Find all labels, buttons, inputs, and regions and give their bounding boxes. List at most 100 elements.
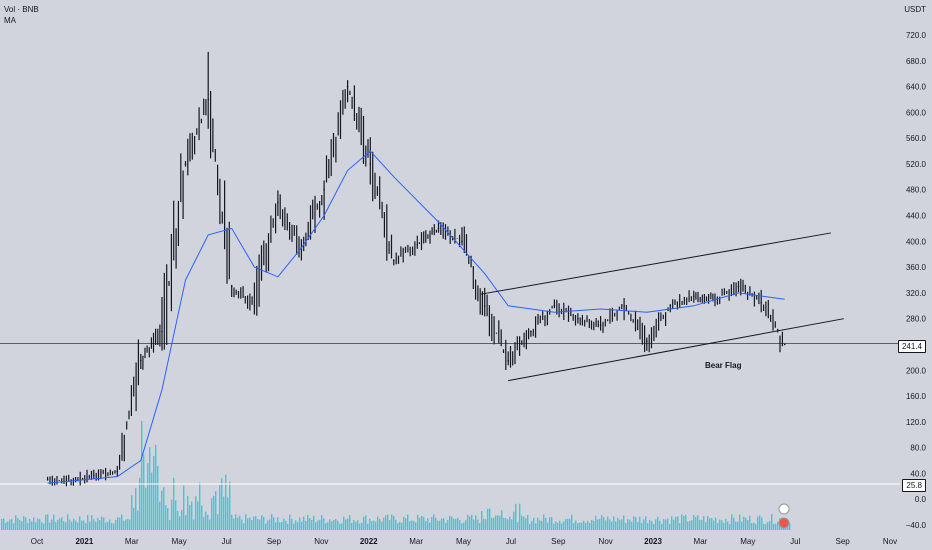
volume-bar (355, 521, 357, 530)
volume-bar (243, 523, 245, 530)
volume-bar (293, 523, 295, 530)
volume-bar (577, 523, 579, 530)
price-point (553, 304, 556, 307)
volume-bar (563, 521, 565, 530)
volume-bar (167, 508, 169, 530)
volume-bar (79, 516, 81, 530)
volume-bar (265, 523, 267, 530)
x-tick-label: Nov (314, 537, 328, 546)
volume-bar (421, 516, 423, 530)
volume-bar (361, 522, 363, 530)
volume-bar (125, 519, 127, 530)
y-tick-label: 520.0 (906, 160, 927, 169)
volume-bar (549, 517, 551, 530)
volume-bar (403, 516, 405, 530)
volume-bar (363, 516, 365, 530)
volume-bar (497, 515, 499, 530)
volume-bar (475, 515, 477, 530)
volume-bar (427, 518, 429, 530)
volume-bar (143, 454, 145, 530)
volume-bar (675, 516, 677, 530)
volume-bar (659, 520, 661, 530)
volume-bar (703, 516, 705, 530)
volume-bar (117, 517, 119, 530)
volume-bar (259, 519, 261, 530)
volume-bar (725, 518, 727, 530)
volume-bar (239, 515, 241, 530)
price-point (530, 330, 532, 333)
y-tick-label: 720.0 (906, 31, 927, 40)
volume-bar (419, 517, 421, 530)
volume-bar (637, 521, 639, 530)
volume-bar (413, 520, 415, 530)
volume-bar (677, 516, 679, 530)
x-tick-label: May (172, 537, 187, 546)
volume-bar (19, 519, 21, 530)
price-point (507, 359, 509, 362)
volume-bar (257, 518, 259, 530)
volume-bar (53, 514, 55, 530)
volume-bar (395, 519, 397, 530)
volume-bar (433, 514, 435, 530)
y-tick-label: 160.0 (906, 392, 927, 401)
volume-bar (313, 515, 315, 530)
volume-bar (525, 518, 527, 530)
price-point (483, 304, 486, 307)
volume-bar (253, 516, 255, 530)
volume-bar (95, 521, 97, 530)
volume-bar (629, 519, 631, 530)
volume-bar (13, 523, 15, 530)
volume-bar (325, 523, 327, 530)
volume-bar (425, 521, 427, 530)
volume-bar (709, 518, 711, 530)
volume-bar (331, 521, 333, 530)
legend-volume-label: Vol · BNB (4, 5, 39, 14)
volume-bar (77, 522, 79, 530)
volume-bar (591, 519, 593, 530)
x-tick-label: Mar (409, 537, 423, 546)
volume-bar (115, 519, 117, 530)
volume-bar (429, 522, 431, 530)
price-point (760, 301, 763, 304)
volume-bar (723, 523, 725, 530)
volume-bar (529, 523, 531, 530)
volume-bar (673, 519, 675, 530)
price-point (230, 285, 233, 288)
volume-bar (181, 510, 183, 530)
volume-bar (691, 520, 693, 530)
volume-bar (135, 488, 137, 530)
volume-bar (177, 510, 179, 530)
volume-bar (547, 522, 549, 530)
volume-bar (27, 523, 29, 530)
volume-bar (337, 520, 339, 530)
y-tick-label: 280.0 (906, 315, 927, 324)
volume-bar (513, 511, 515, 530)
volume-bar (249, 517, 251, 530)
volume-bar (99, 519, 101, 530)
volume-bar (491, 517, 493, 530)
volume-bar (589, 522, 591, 530)
volume-bar (733, 517, 735, 530)
volume-bar (261, 515, 263, 530)
volume-bar (35, 522, 37, 530)
trendline-lower (508, 318, 844, 382)
volume-bar (609, 519, 611, 530)
volume-bar (393, 515, 395, 530)
price-point (253, 304, 256, 307)
volume-bar (597, 519, 599, 530)
volume-bar (751, 523, 753, 530)
event-icon (778, 503, 790, 515)
volume-bar (649, 520, 651, 530)
volume-bar (255, 516, 257, 530)
volume-bar (739, 514, 741, 530)
volume-bar (685, 514, 687, 530)
volume-bar (523, 516, 525, 530)
volume-bar (447, 520, 449, 530)
volume-bar (223, 496, 225, 530)
y-tick-label: 480.0 (906, 186, 927, 195)
volume-bar (179, 516, 181, 530)
volume-bar (209, 519, 211, 530)
volume-bar (111, 523, 113, 530)
current-price-badge: 241.4 (897, 340, 926, 353)
